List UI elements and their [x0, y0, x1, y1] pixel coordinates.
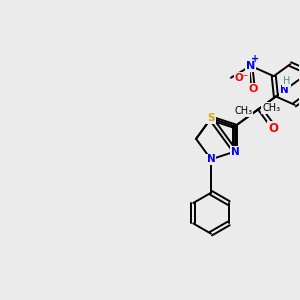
Text: N: N — [280, 85, 289, 95]
Text: N: N — [231, 146, 239, 157]
Text: O: O — [268, 122, 278, 134]
Text: +: + — [251, 54, 259, 64]
Text: CH₃: CH₃ — [234, 106, 253, 116]
Text: N: N — [246, 61, 255, 71]
Text: CH₃: CH₃ — [262, 103, 280, 113]
Text: O: O — [248, 84, 258, 94]
Text: N: N — [207, 154, 215, 164]
Text: H: H — [283, 76, 290, 86]
Text: O⁻: O⁻ — [235, 73, 249, 83]
Text: S: S — [207, 113, 215, 123]
